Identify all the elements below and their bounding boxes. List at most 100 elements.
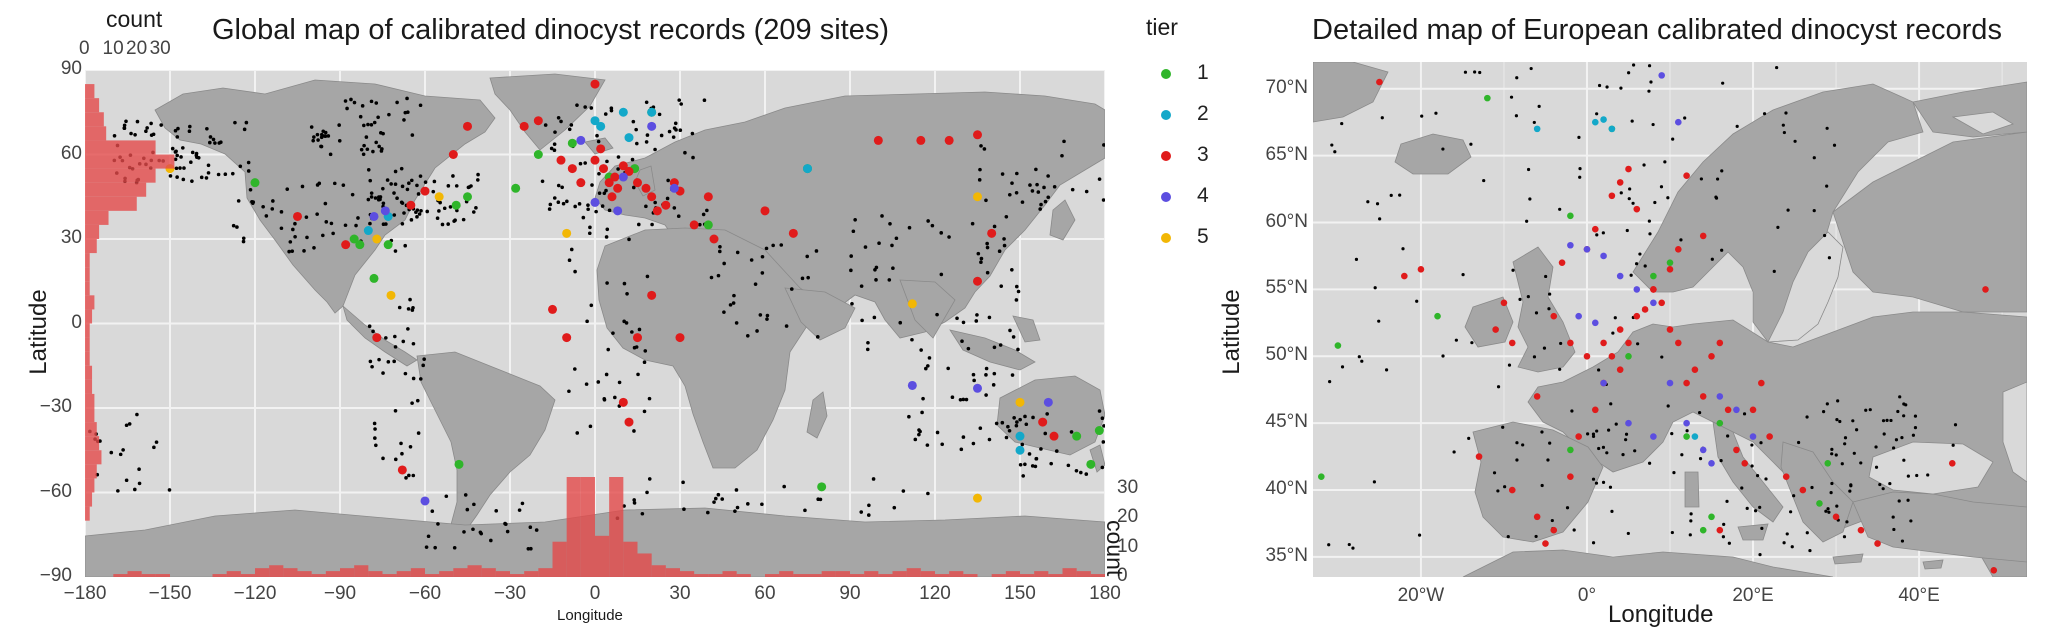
- calibration-point: [735, 505, 740, 510]
- calibration-point: [961, 435, 966, 439]
- longitude-hist-bar: [453, 568, 468, 577]
- calibration-point: [1633, 449, 1637, 453]
- calibration-point: [362, 123, 366, 128]
- latitude-hist-bar: [85, 422, 97, 437]
- legend-item-tier-2: 2: [1161, 102, 1221, 128]
- calibration-point: [597, 191, 602, 195]
- tier-4-site: [1567, 241, 1574, 249]
- calibration-point: [1951, 443, 1955, 447]
- latitude-hist-bar: [85, 281, 90, 296]
- calibration-point: [324, 220, 329, 224]
- calibration-point: [720, 497, 725, 501]
- tier-4-site: [1650, 299, 1657, 307]
- calibration-point: [415, 183, 419, 188]
- tier-4-site: [1666, 379, 1674, 387]
- calibration-point: [1836, 399, 1840, 403]
- calibration-point: [319, 135, 324, 140]
- calibration-point: [1874, 465, 1879, 469]
- calibration-point: [548, 202, 553, 207]
- tier-1-site: [463, 192, 472, 202]
- calibration-point: [1014, 190, 1019, 195]
- calibration-point: [1030, 464, 1035, 468]
- bottom-hist-tick-label: 10: [1117, 535, 1139, 557]
- calibration-point: [910, 337, 914, 342]
- calibration-point: [1577, 135, 1581, 139]
- calibration-point: [1784, 111, 1788, 115]
- longitude-hist-bar: [340, 568, 355, 577]
- calibration-point: [666, 178, 670, 183]
- tier-2-site: [596, 121, 606, 131]
- calibration-point: [1380, 116, 1384, 120]
- longitude-hist-bar: [155, 574, 170, 577]
- calibration-point: [352, 100, 357, 105]
- calibration-point: [377, 195, 381, 199]
- calibration-point: [367, 324, 372, 329]
- tier-3-site: [1650, 286, 1657, 293]
- calibration-point: [644, 100, 649, 105]
- calibration-point: [622, 319, 626, 324]
- longitude-hist-bar: [821, 571, 836, 577]
- calibration-point: [731, 301, 736, 305]
- calibration-point: [1827, 256, 1831, 260]
- calibration-point: [1591, 432, 1596, 436]
- longitude-hist-bar: [368, 571, 383, 577]
- tier-3-site: [1641, 306, 1649, 313]
- italy-shape: [1712, 421, 1784, 523]
- tier-4-site: [1600, 252, 1607, 260]
- tier-1-site: [383, 240, 393, 250]
- calibration-point: [465, 507, 470, 512]
- calibration-point: [1891, 515, 1895, 519]
- calibration-point: [356, 216, 360, 220]
- calibration-point: [1351, 546, 1355, 550]
- right-x-tick-label: 40°E: [1898, 585, 1940, 606]
- calibration-point: [419, 208, 423, 213]
- calibration-point: [1015, 420, 1019, 424]
- tier-3-site: [576, 178, 586, 188]
- calibration-point: [1742, 412, 1747, 416]
- longitude-hist-bar: [651, 565, 666, 577]
- calibration-point: [643, 349, 648, 353]
- calibration-point: [673, 121, 678, 126]
- calibration-point: [678, 128, 683, 133]
- calibration-point: [251, 201, 255, 205]
- calibration-point: [418, 377, 423, 381]
- tier-1-site: [1666, 259, 1674, 266]
- calibration-point: [867, 503, 871, 508]
- left-x-tick-label: 90: [839, 583, 861, 604]
- calibration-point: [1046, 195, 1051, 200]
- left-x-tick-label: −180: [63, 583, 107, 604]
- longitude-hist-bar: [410, 568, 425, 577]
- tier-3-site: [567, 164, 577, 174]
- calibration-point: [1689, 512, 1693, 516]
- calibration-point: [549, 146, 554, 151]
- calibration-point: [765, 317, 769, 321]
- longitude-hist-bar: [325, 571, 340, 577]
- calibration-point: [1006, 424, 1010, 429]
- calibration-point: [1648, 232, 1652, 236]
- longitude-hist-bar: [609, 477, 624, 577]
- legend-label: 2: [1197, 102, 1209, 125]
- calibration-point: [575, 431, 580, 435]
- calibration-point: [190, 179, 194, 183]
- calibration-point: [175, 175, 179, 179]
- calibration-point: [627, 237, 631, 242]
- calibration-point: [955, 316, 959, 321]
- calibration-point: [1670, 431, 1674, 436]
- calibration-point: [1671, 137, 1675, 141]
- calibration-point: [446, 222, 450, 226]
- calibration-point: [560, 185, 564, 190]
- calibration-point: [1467, 436, 1471, 440]
- calibration-point: [1526, 167, 1531, 172]
- calibration-point: [395, 100, 399, 105]
- latitude-hist-bar: [85, 224, 100, 239]
- calibration-point: [1021, 474, 1025, 478]
- left-x-tick-label: 60: [754, 583, 776, 604]
- turkey-shape: [1852, 491, 2027, 563]
- calibration-point: [975, 313, 979, 317]
- calibration-point: [316, 138, 320, 142]
- calibration-point: [1906, 474, 1910, 478]
- calibration-point: [1018, 417, 1022, 422]
- right-x-tick-label: 20°E: [1732, 585, 1774, 606]
- calibration-point: [1619, 191, 1623, 195]
- calibration-point: [853, 217, 857, 222]
